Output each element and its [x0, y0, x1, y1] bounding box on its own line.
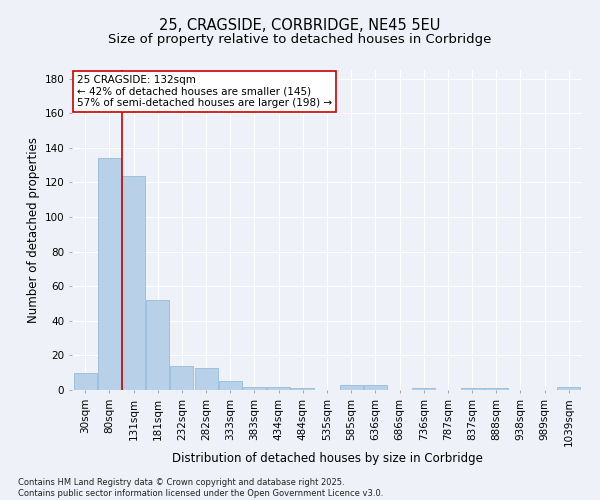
Bar — [557, 386, 580, 390]
Bar — [194, 368, 218, 390]
Text: Size of property relative to detached houses in Corbridge: Size of property relative to detached ho… — [109, 32, 491, 46]
Bar — [461, 388, 484, 390]
Bar — [267, 386, 290, 390]
Text: 25, CRAGSIDE, CORBRIDGE, NE45 5EU: 25, CRAGSIDE, CORBRIDGE, NE45 5EU — [160, 18, 440, 32]
Bar — [74, 372, 97, 390]
Bar — [292, 388, 314, 390]
Bar — [243, 386, 266, 390]
Bar — [98, 158, 121, 390]
Bar — [170, 366, 193, 390]
Bar — [364, 385, 387, 390]
Bar — [146, 300, 169, 390]
Text: Contains HM Land Registry data © Crown copyright and database right 2025.
Contai: Contains HM Land Registry data © Crown c… — [18, 478, 383, 498]
Bar — [340, 385, 362, 390]
X-axis label: Distribution of detached houses by size in Corbridge: Distribution of detached houses by size … — [172, 452, 482, 465]
Bar — [485, 388, 508, 390]
Text: 25 CRAGSIDE: 132sqm
← 42% of detached houses are smaller (145)
57% of semi-detac: 25 CRAGSIDE: 132sqm ← 42% of detached ho… — [77, 75, 332, 108]
Bar — [219, 382, 242, 390]
Y-axis label: Number of detached properties: Number of detached properties — [28, 137, 40, 323]
Bar — [122, 176, 145, 390]
Bar — [412, 388, 435, 390]
